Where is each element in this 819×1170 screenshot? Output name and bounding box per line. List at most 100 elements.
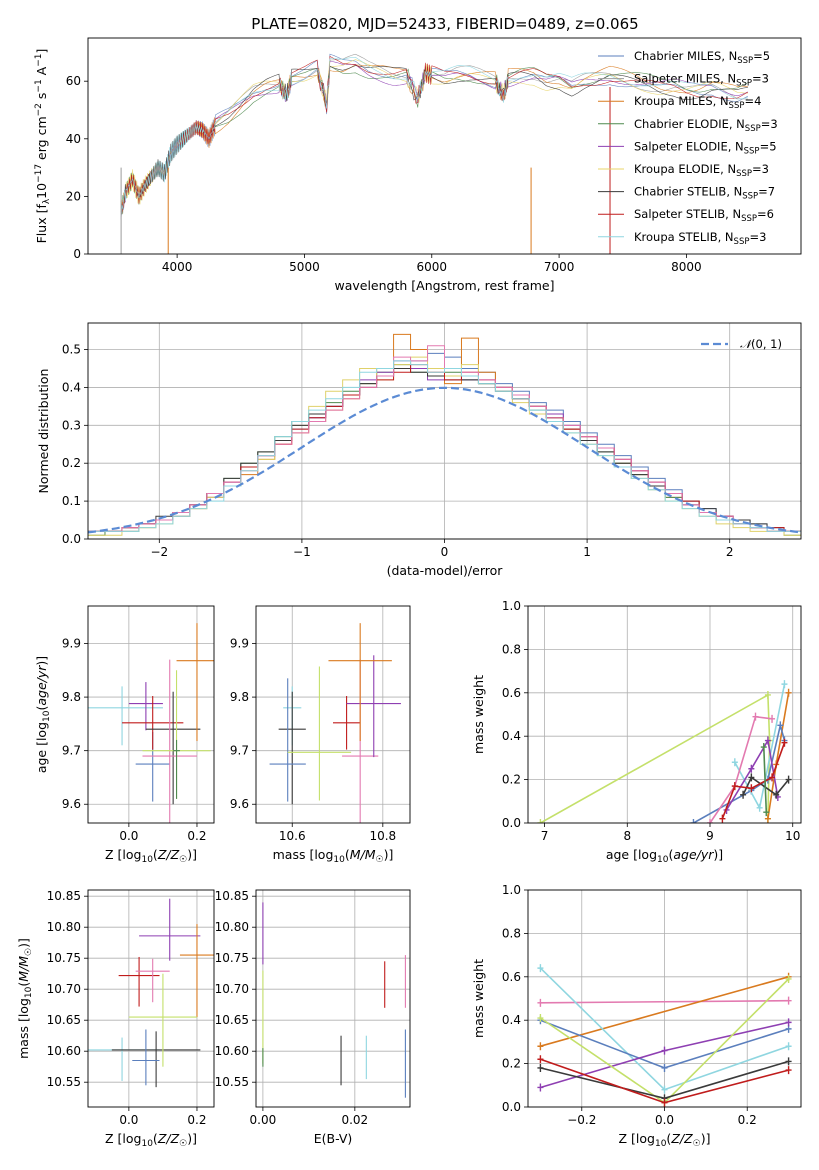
y-tick-label: 9.6: [230, 797, 249, 811]
weight-line: [540, 976, 789, 1047]
label-part: mass [log: [16, 998, 31, 1059]
legend-subscript: SSP: [744, 146, 760, 156]
label-part: Z [log: [105, 1131, 141, 1146]
weight-marker: [661, 1046, 668, 1055]
y-tick-label: 10.75: [215, 951, 249, 965]
x-axis-label: (data-model)/error: [387, 563, 504, 578]
label-part: 10: [333, 855, 345, 865]
weight-marker: [760, 743, 767, 752]
legend-value: =5: [753, 49, 770, 63]
y-tick-label: 10.65: [47, 1013, 81, 1027]
weight-line: [763, 746, 768, 813]
legend-subscript: SSP: [736, 169, 752, 179]
ylabel-part: ]: [34, 49, 49, 54]
x-tick-label: 0.00: [250, 1113, 277, 1127]
label-part: (: [153, 1131, 158, 1146]
gaussian-curve: [88, 386, 801, 534]
x-tick-label: −1: [293, 545, 311, 559]
weight-marker: [731, 782, 738, 791]
legend-value: =6: [757, 207, 774, 221]
x-tick-label: 1: [583, 545, 591, 559]
y-tick-label: 10.70: [215, 982, 249, 996]
axes-frame: [87, 889, 215, 1108]
label-part: ☉: [179, 1139, 187, 1149]
x-tick-label: 8: [623, 829, 631, 843]
label-part: Z [log: [619, 1131, 655, 1146]
weight-marker: [773, 790, 780, 799]
y-tick-label: 0.6: [502, 970, 521, 984]
axes-frame: [527, 605, 802, 824]
x-tick-label: 0.2: [187, 1113, 206, 1127]
weight-marker: [785, 688, 792, 697]
weight-marker: [763, 808, 770, 817]
legend-entry: Kroupa ELODIE, NSSP=3: [634, 162, 769, 179]
label-part: 10: [657, 855, 669, 865]
legend-subscript: SSP: [742, 192, 758, 202]
weight-line: [725, 738, 779, 811]
figure-title: PLATE=0820, MJD=52433, FIBERID=0489, z=0…: [251, 15, 638, 33]
chart-mass-vs-Z: 0.0 0.2 10.55 10.60 10.65 10.70 10.75 10.80 10.8…: [16, 889, 215, 1149]
plot-area-mass-vs-Z: [88, 898, 214, 1088]
y-tick-label: 0.8: [502, 642, 521, 656]
label-part: 10: [655, 1139, 667, 1149]
ylabel-part: −1: [34, 79, 44, 92]
weight-marker: [769, 714, 776, 723]
weight-marker: [785, 1018, 792, 1027]
label-part: )]: [34, 656, 49, 666]
ylabel-part: 10: [34, 183, 49, 199]
weight-marker: [764, 814, 771, 823]
x-tick-label: 9: [706, 829, 714, 843]
y-axis-label: Normed distribution: [36, 369, 51, 494]
weight-marker: [777, 721, 784, 730]
y-tick-label: 10.60: [215, 1044, 249, 1058]
y-tick-label: 9.9: [62, 637, 81, 651]
legend-entry: Chabrier MILES, NSSP=5: [634, 49, 770, 66]
weight-marker: [764, 736, 771, 745]
label-part: mass [log: [273, 847, 334, 862]
legend-value: =5: [760, 139, 777, 153]
y-tick-label: 9.8: [62, 690, 81, 704]
legend-entry: Kroupa STELIB, NSSP=3: [634, 230, 766, 247]
x-tick-label: 10.8: [369, 829, 396, 843]
weight-marker: [748, 764, 755, 773]
weight-marker: [785, 1042, 792, 1051]
spectrum-line: [120, 56, 748, 218]
legend-subscript: SSP: [741, 214, 757, 224]
x-tick-label: 8000: [671, 260, 702, 274]
label-part: )]: [187, 847, 197, 862]
legend-entry: 𝒩(0, 1): [740, 337, 782, 351]
y-axis-label: mass [log10(M/M☉)]: [16, 938, 34, 1059]
weight-marker: [707, 819, 713, 823]
y-tick-label: 0.1: [62, 494, 81, 508]
chart-mass-vs-EBV: 0.00 0.02 10.55 10.60 10.65 10.70 10.75 10.80 10…: [215, 889, 411, 1146]
label-part: age/yr: [673, 847, 714, 862]
histogram-step: [88, 345, 801, 532]
y-tick-label: 0.0: [502, 1100, 521, 1114]
legend-value: =7: [758, 185, 775, 199]
y-tick-label: 0.2: [62, 456, 81, 470]
label-part: (: [345, 847, 350, 862]
ylabel-part: λ: [42, 198, 52, 204]
legend-subscript: SSP: [736, 79, 752, 89]
label-part: 10: [42, 710, 52, 722]
y-tick-label: 10.85: [215, 889, 249, 903]
legend-entry: Salpeter ELODIE, NSSP=5: [634, 139, 777, 156]
label-part: )]: [701, 1131, 711, 1146]
label-part: )]: [187, 1131, 197, 1146]
y-tick-label: 10.55: [215, 1075, 249, 1089]
axes-frame: [255, 605, 411, 824]
label-part: Z/Z: [670, 1131, 693, 1146]
y-tick-label: 10.70: [47, 982, 81, 996]
weight-marker: [537, 1055, 544, 1064]
x-tick-label: 0.0: [119, 1113, 138, 1127]
legend-subscript: SSP: [737, 56, 753, 66]
label-part: M/M: [16, 956, 31, 982]
label-part: Z/Z: [157, 847, 180, 862]
y-tick-label: 10.85: [47, 889, 81, 903]
legend-entry: Chabrier STELIB, NSSP=7: [634, 185, 775, 202]
legend-value: =4: [744, 94, 761, 108]
weight-marker: [764, 690, 771, 699]
label-part: age [log: [34, 722, 49, 773]
legend-value: =3: [752, 72, 769, 86]
